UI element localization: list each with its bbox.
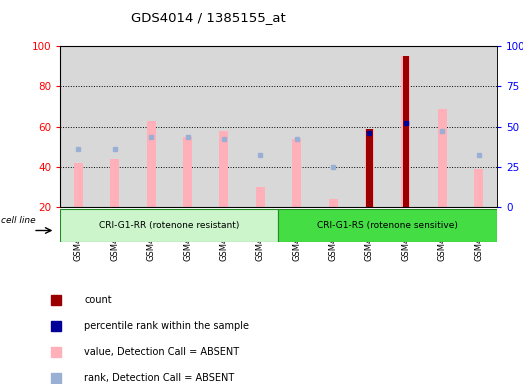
Bar [315,46,351,207]
Bar [256,187,265,207]
Bar [401,56,411,207]
Bar [460,46,497,207]
Bar [351,46,388,207]
Bar [366,129,373,207]
Bar [60,46,97,207]
Bar [60,209,278,242]
Text: percentile rank within the sample: percentile rank within the sample [84,321,249,331]
Bar [278,209,497,242]
Text: value, Detection Call = ABSENT: value, Detection Call = ABSENT [84,347,240,357]
Bar [183,137,192,207]
Bar [438,109,447,207]
Bar [403,56,409,207]
Bar [146,121,156,207]
Text: count: count [84,295,112,305]
Text: GDS4014 / 1385155_at: GDS4014 / 1385155_at [131,12,286,25]
Text: rank, Detection Call = ABSENT: rank, Detection Call = ABSENT [84,372,234,382]
Bar [474,169,483,207]
Bar [133,46,169,207]
Text: cell line: cell line [1,216,36,225]
Bar [365,129,374,207]
Text: CRI-G1-RS (rotenone sensitive): CRI-G1-RS (rotenone sensitive) [317,221,458,230]
Bar [388,46,424,207]
Bar [169,46,206,207]
Bar [424,46,460,207]
Bar [292,139,301,207]
Bar [74,163,83,207]
Bar [110,159,119,207]
Bar [219,131,229,207]
Bar [97,46,133,207]
Bar [206,46,242,207]
Bar [328,199,338,207]
Text: CRI-G1-RR (rotenone resistant): CRI-G1-RR (rotenone resistant) [99,221,240,230]
Bar [242,46,278,207]
Bar [278,46,315,207]
